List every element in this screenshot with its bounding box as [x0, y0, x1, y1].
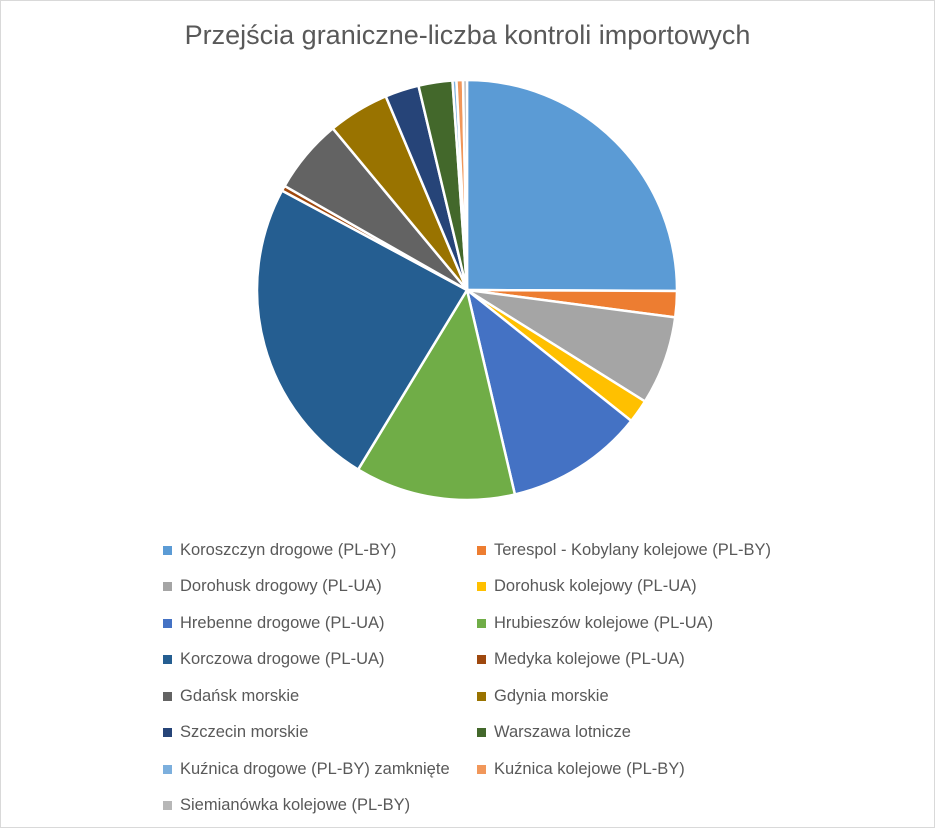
legend-swatch — [163, 691, 172, 701]
legend-swatch — [163, 618, 172, 628]
legend-item: Korczowa drogowe (PL-UA) — [163, 642, 477, 679]
legend-swatch — [163, 728, 172, 738]
legend-item: Szczecin morskie — [163, 715, 477, 752]
legend-label: Terespol - Kobylany kolejowe (PL-BY) — [494, 540, 771, 559]
legend-label: Warszawa lotnicze — [494, 723, 631, 742]
legend-item: Dorohusk kolejowy (PL-UA) — [477, 569, 797, 606]
pie-slice-4 — [465, 288, 633, 496]
legend-label: Korczowa drogowe (PL-UA) — [180, 650, 385, 669]
legend-label: Kuźnica kolejowe (PL-BY) — [494, 759, 685, 778]
legend-item: Hrebenne drogowe (PL-UA) — [163, 605, 477, 642]
legend-swatch — [477, 545, 486, 555]
legend-item: Gdańsk morskie — [163, 678, 477, 715]
legend-label: Dorohusk kolejowy (PL-UA) — [494, 577, 697, 596]
legend-label: Szczecin morskie — [180, 723, 309, 742]
pie-slice-5 — [356, 288, 517, 502]
legend-label: Hrebenne drogowe (PL-UA) — [180, 613, 385, 632]
legend-swatch — [477, 582, 486, 592]
pie-slice-0 — [465, 78, 679, 293]
legend-item: Hrubieszów kolejowe (PL-UA) — [477, 605, 797, 642]
chart-title: Przejścia graniczne-liczba kontroli impo… — [184, 20, 751, 50]
legend-swatch — [163, 764, 172, 774]
legend-label: Kuźnica drogowe (PL-BY) zamknięte — [180, 759, 450, 778]
legend-label: Gdynia morskie — [494, 686, 609, 705]
legend-label: Gdańsk morskie — [180, 686, 300, 705]
legend-item: Warszawa lotnicze — [477, 715, 797, 752]
legend-swatch — [477, 764, 486, 774]
legend-swatch — [163, 582, 172, 592]
legend-swatch — [477, 691, 486, 701]
legend-label: Koroszczyn drogowe (PL-BY) — [180, 540, 397, 559]
legend-item: Gdynia morskie — [477, 678, 797, 715]
legend-label: Dorohusk drogowy (PL-UA) — [180, 577, 382, 596]
legend-swatch — [477, 618, 486, 628]
legend-swatch — [477, 655, 486, 665]
legend-swatch — [163, 801, 172, 811]
legend-item: Siemianówka kolejowe (PL-BY) — [163, 788, 477, 825]
legend-swatch — [163, 655, 172, 665]
legend-item: Terespol - Kobylany kolejowe (PL-BY) — [477, 532, 797, 569]
pie-slice-14 — [461, 78, 469, 292]
legend-label: Hrubieszów kolejowe (PL-UA) — [494, 613, 714, 632]
legend-item: Medyka kolejowe (PL-UA) — [477, 642, 797, 679]
legend-swatch — [163, 545, 172, 555]
chart-legend: Koroszczyn drogowe (PL-BY) Terespol - Kob… — [163, 532, 797, 824]
pie-slice-6 — [255, 189, 469, 471]
legend-label: Medyka kolejowe (PL-UA) — [494, 650, 685, 669]
legend-item: Kuźnica drogowe (PL-BY) zamknięte — [163, 751, 477, 788]
legend-item: Koroszczyn drogowe (PL-BY) — [163, 532, 477, 569]
legend-swatch — [477, 728, 486, 738]
legend-item: Dorohusk drogowy (PL-UA) — [163, 569, 477, 606]
legend-label: Siemianówka kolejowe (PL-BY) — [180, 796, 411, 815]
legend-item: Kuźnica kolejowe (PL-BY) — [477, 751, 797, 788]
